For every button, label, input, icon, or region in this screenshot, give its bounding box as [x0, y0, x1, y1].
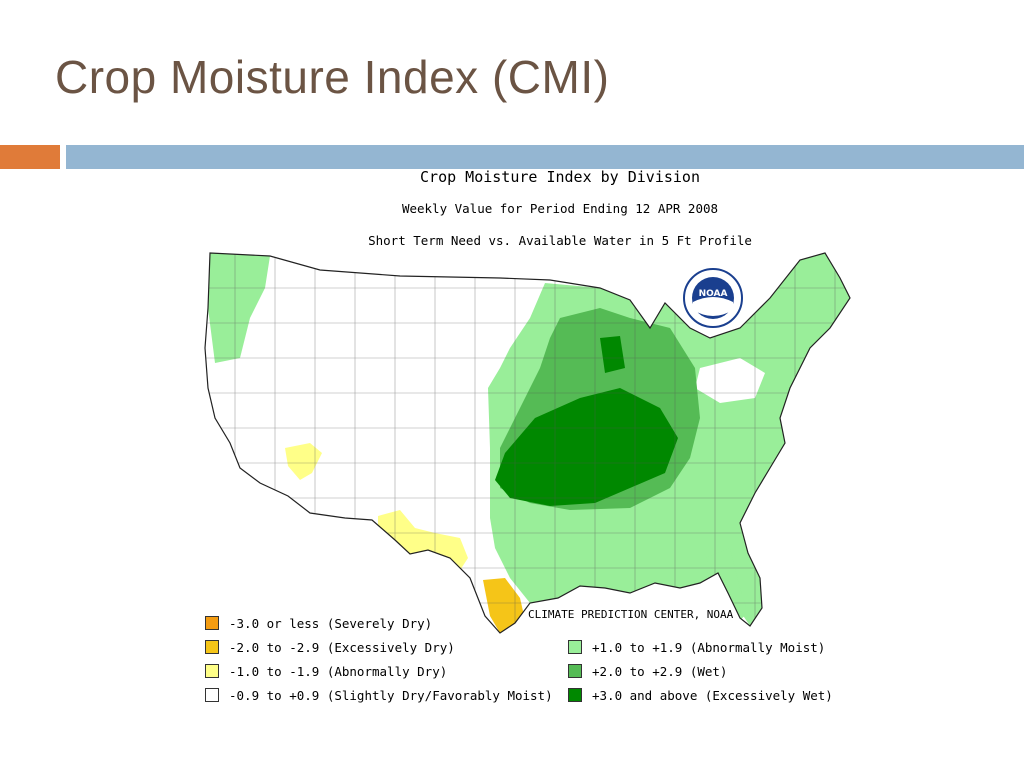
us-crop-moisture-map [204, 252, 851, 634]
legend-label: -1.0 to -1.9 (Abnormally Dry) [229, 663, 448, 679]
noaa-logo: NOAA [683, 268, 743, 328]
legend-swatch [568, 640, 582, 654]
map-credit: CLIMATE PREDICTION CENTER, NOAA [528, 608, 734, 621]
legend-label: +2.0 to +2.9 (Wet) [592, 663, 728, 679]
legend-swatch [568, 688, 582, 702]
map-title: Crop Moisture Index by Division [420, 168, 700, 186]
map-subtitle: Weekly Value for Period Ending 12 APR 20… [401, 201, 719, 216]
title-rule-orange [0, 145, 60, 169]
legend-swatch [205, 616, 219, 630]
legend-label: -3.0 or less (Severely Dry) [229, 615, 433, 631]
legend-label: +3.0 and above (Excessively Wet) [592, 687, 833, 703]
slide-title: Crop Moisture Index (CMI) [55, 51, 610, 103]
legend-label: -2.0 to -2.9 (Excessively Dry) [229, 639, 455, 655]
legend-item-abnormally-dry: -1.0 to -1.9 (Abnormally Dry) [205, 663, 447, 679]
legend-swatch [205, 664, 219, 678]
map-subtitle-2: Short Term Need vs. Available Water in 5… [368, 233, 752, 248]
legend-item-abnormally-moist: +1.0 to +1.9 (Abnormally Moist) [568, 639, 825, 655]
noaa-logo-text: NOAA [699, 289, 728, 299]
legend-item-severely-dry: -3.0 or less (Severely Dry) [205, 615, 432, 631]
legend-item-slightly-dry: -0.9 to +0.9 (Slightly Dry/Favorably Moi… [205, 687, 553, 703]
title-rule-blue [66, 145, 1024, 169]
legend-item-wet: +2.0 to +2.9 (Wet) [568, 663, 727, 679]
legend-item-excessively-wet: +3.0 and above (Excessively Wet) [568, 687, 833, 703]
legend-swatch [205, 688, 219, 702]
legend-label: +1.0 to +1.9 (Abnormally Moist) [592, 639, 826, 655]
legend-item-excessively-dry: -2.0 to -2.9 (Excessively Dry) [205, 639, 455, 655]
legend-swatch [568, 664, 582, 678]
legend-label: -0.9 to +0.9 (Slightly Dry/Favorably Moi… [229, 687, 553, 703]
legend-swatch [205, 640, 219, 654]
